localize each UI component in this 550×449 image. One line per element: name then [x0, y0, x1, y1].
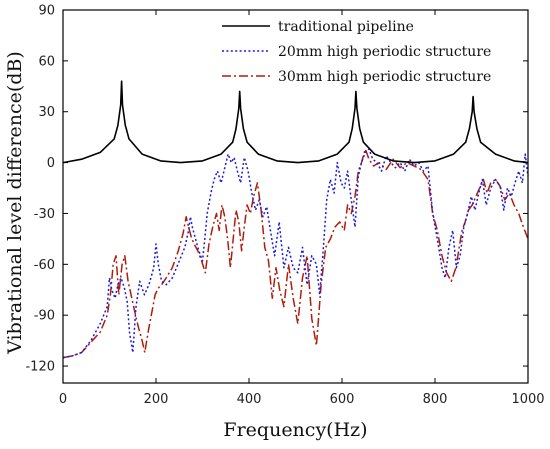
y-axis-label: Vibrational level difference(dB): [4, 51, 26, 355]
series-layer: [62, 80, 529, 359]
y-tick-label: 90: [38, 4, 55, 19]
y-tick-label: -120: [25, 360, 55, 375]
x-tick-label: 200: [144, 392, 169, 407]
legend-label: 30mm high periodic structure: [278, 69, 491, 85]
y-tick-label: 30: [38, 105, 55, 120]
y-tick-label: -90: [34, 309, 55, 324]
y-tick-label: 0: [47, 156, 55, 171]
axis-layer: 0 200 400 600 800 1000 -120 -90 -60 -30 0 30 60 90: [25, 4, 544, 408]
x-tick-label: 600: [330, 392, 355, 407]
y-tick-label: -60: [34, 258, 55, 273]
legend-label: 20mm high periodic structure: [278, 44, 491, 60]
x-tick-label: 0: [59, 392, 67, 407]
y-tick-label: 60: [38, 54, 55, 69]
x-tick-label: 800: [423, 392, 448, 407]
series-line-3: [62, 148, 529, 359]
legend-label: traditional pipeline: [278, 19, 414, 35]
x-tick-label: 400: [237, 392, 262, 407]
plot-frame: [62, 9, 529, 384]
x-axis-label: Frequency(Hz): [223, 419, 367, 441]
y-tick-label: -30: [34, 207, 55, 222]
legend: traditional pipeline 20mm high periodic s…: [222, 19, 491, 85]
x-tick-label: 1000: [511, 392, 544, 407]
series-line-2: [62, 148, 529, 359]
series-line-1: [62, 80, 529, 164]
